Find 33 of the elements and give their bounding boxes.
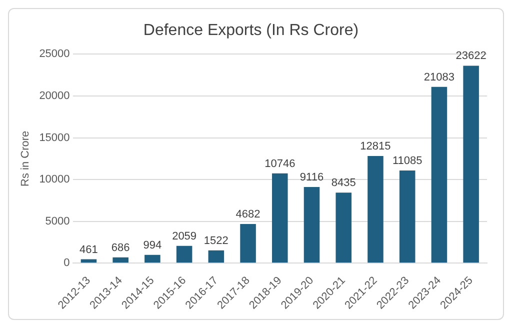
bar (240, 224, 256, 263)
data-label: 23622 (456, 50, 486, 62)
bar (463, 66, 479, 263)
data-label: 994 (143, 239, 162, 252)
data-label: 12815 (360, 140, 391, 153)
data-label: 21083 (424, 71, 455, 84)
data-label: 9116 (300, 171, 324, 184)
data-label: 2059 (172, 230, 197, 242)
bar (112, 257, 128, 263)
y-axis-title: Rs in Crore (20, 130, 32, 186)
bar (176, 246, 192, 263)
chart-title: Defence Exports (In Rs Crore) (143, 22, 359, 40)
bar (272, 173, 288, 263)
y-tick-label: 15000 (39, 132, 70, 144)
data-label: 461 (80, 244, 98, 256)
y-tick-label: 20000 (39, 90, 70, 102)
bar (144, 254, 160, 263)
bar (304, 186, 320, 263)
bar (208, 250, 224, 263)
data-label: 1522 (204, 234, 228, 247)
data-label: 686 (111, 242, 130, 254)
y-tick-label: 5000 (45, 215, 70, 228)
y-tick-label: 25000 (39, 48, 70, 60)
bar (336, 192, 352, 263)
data-label: 4682 (236, 208, 260, 221)
y-tick-label: 10000 (39, 174, 70, 186)
bar (431, 86, 448, 263)
y-tick-label: 0 (64, 257, 70, 270)
data-label: 10746 (264, 158, 296, 170)
bar (399, 170, 416, 263)
bar (368, 156, 384, 263)
data-label: 11085 (392, 155, 422, 168)
data-label: 8435 (331, 177, 356, 190)
